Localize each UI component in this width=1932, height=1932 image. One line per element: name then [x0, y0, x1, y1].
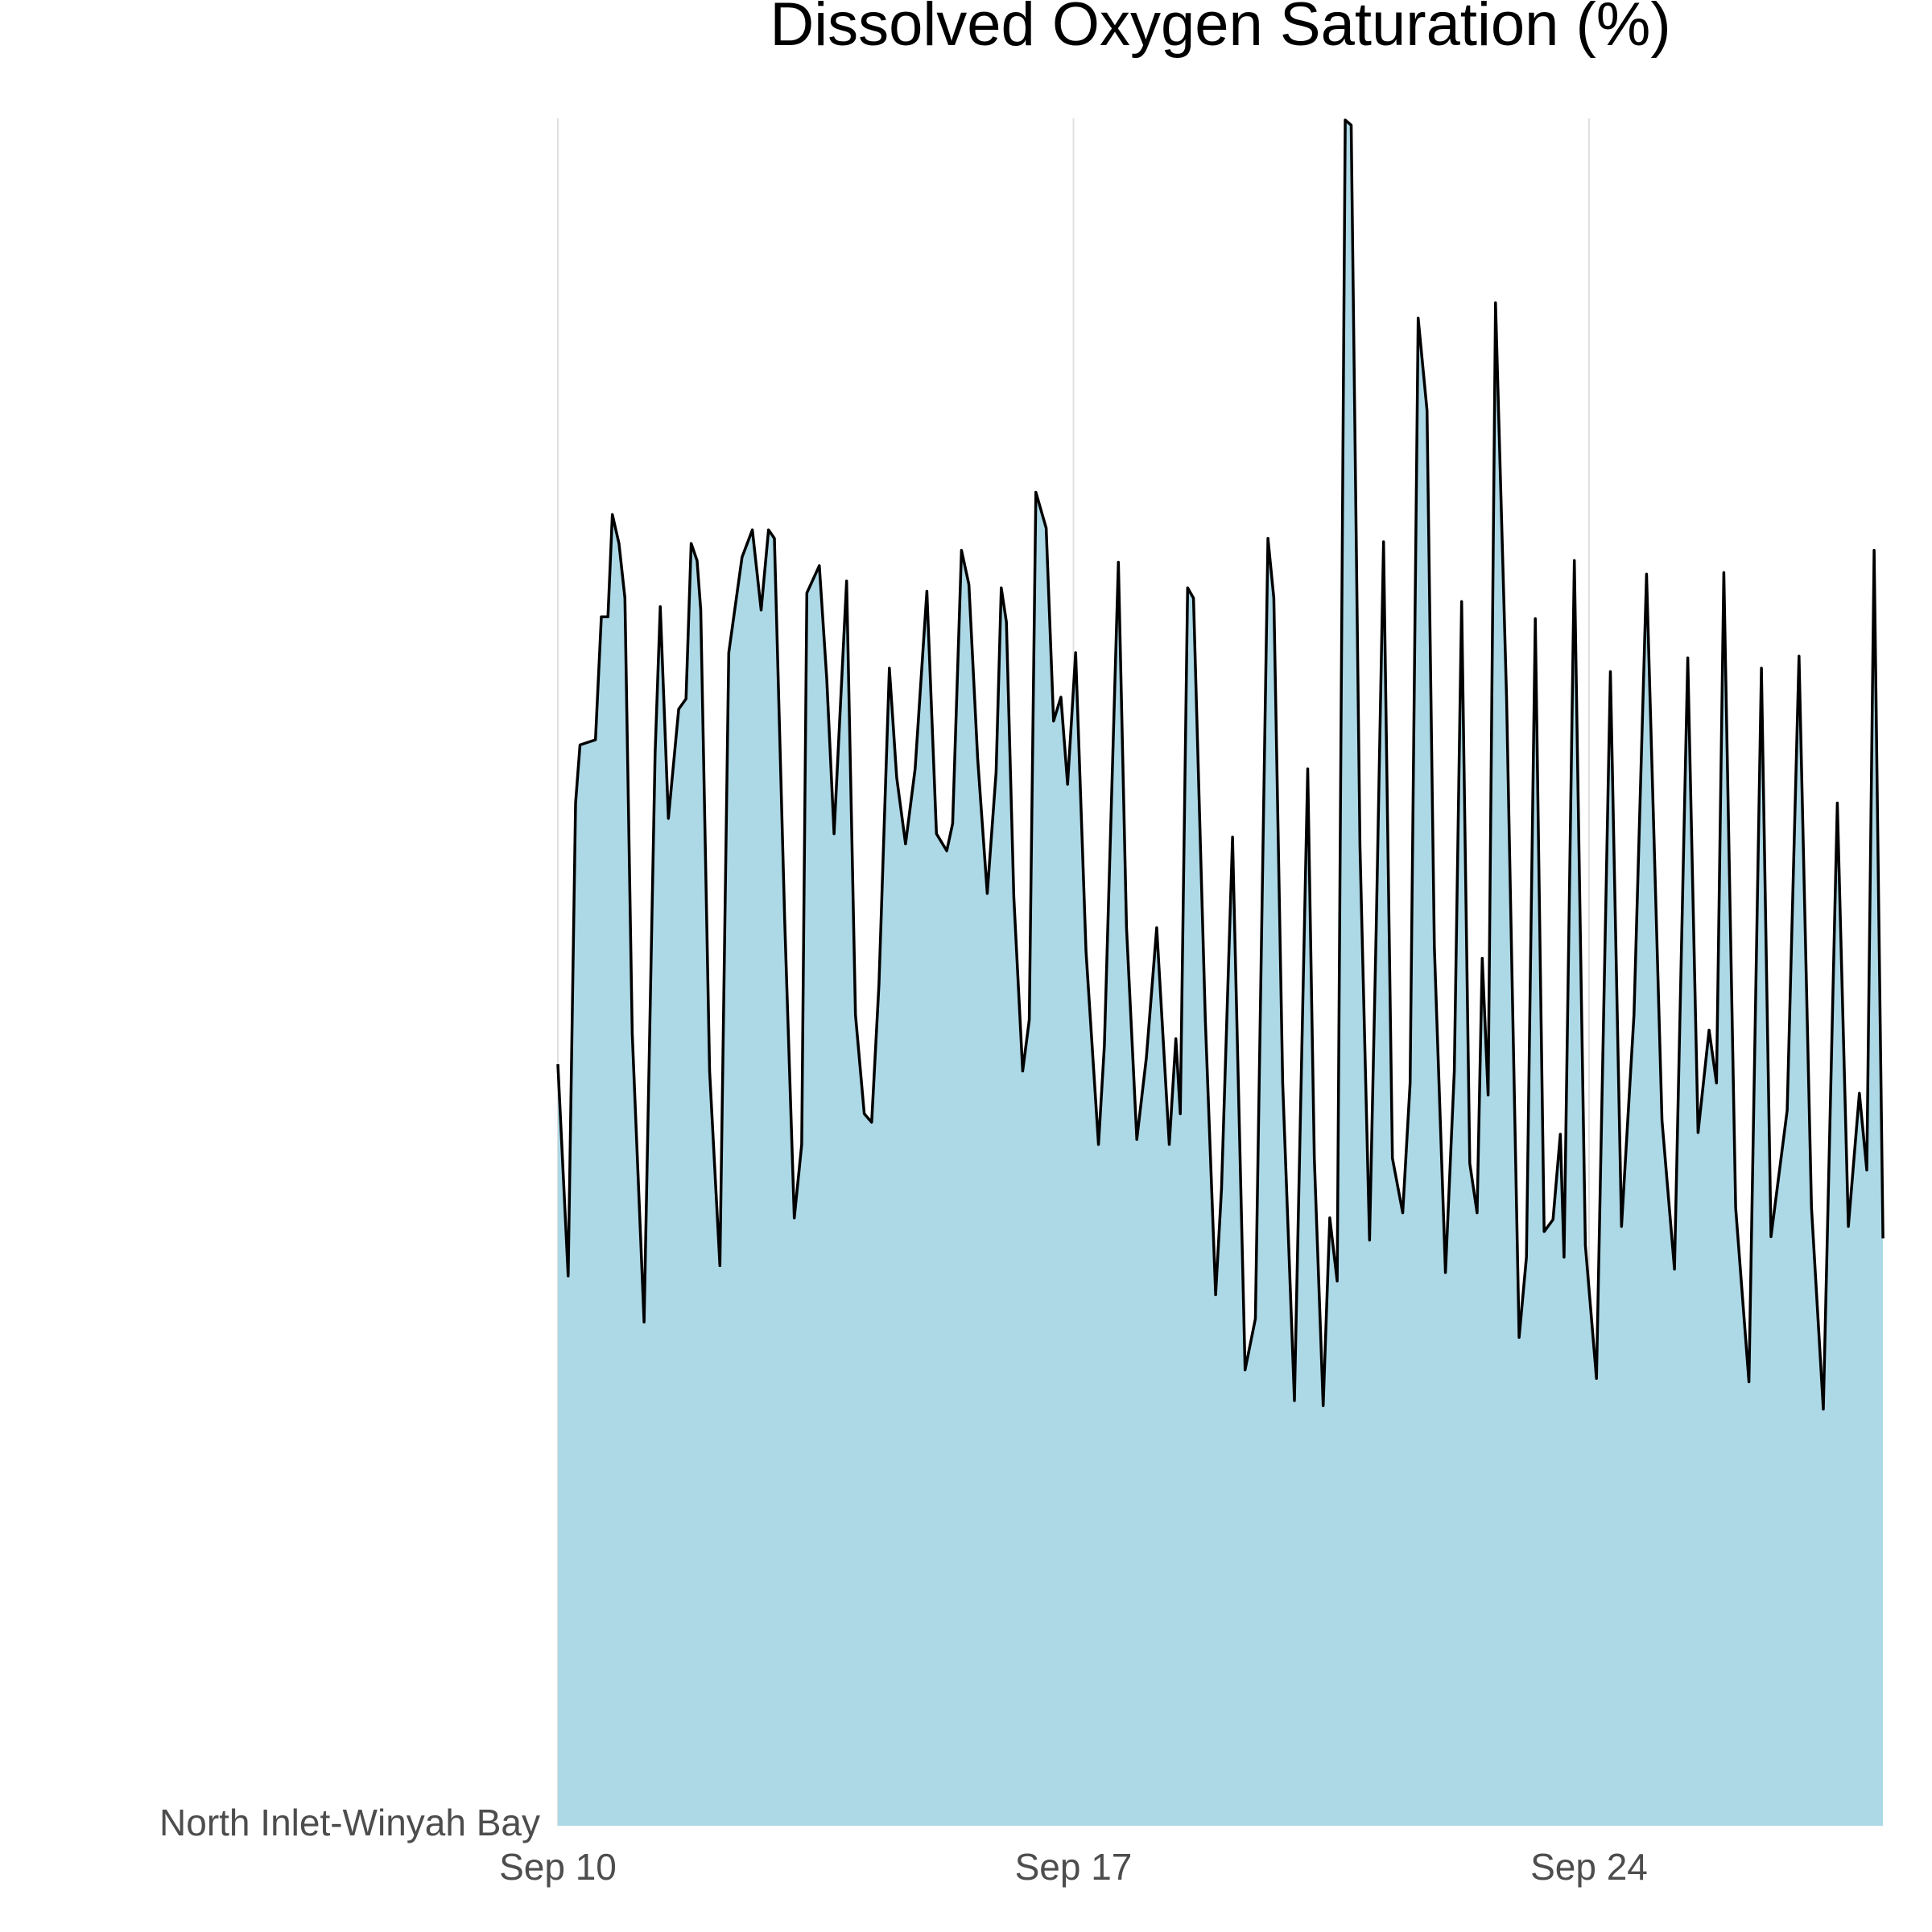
x-tick-label: Sep 10 — [499, 1846, 617, 1888]
area — [558, 120, 1884, 1826]
x-tick-label: Sep 24 — [1530, 1846, 1648, 1888]
chart-title: Dissolved Oxygen Saturation (%) — [770, 0, 1670, 59]
x-tick-label: Sep 17 — [1015, 1846, 1133, 1888]
y-category-label: North Inlet-Winyah Bay — [159, 1802, 540, 1843]
line — [556, 118, 1885, 1411]
